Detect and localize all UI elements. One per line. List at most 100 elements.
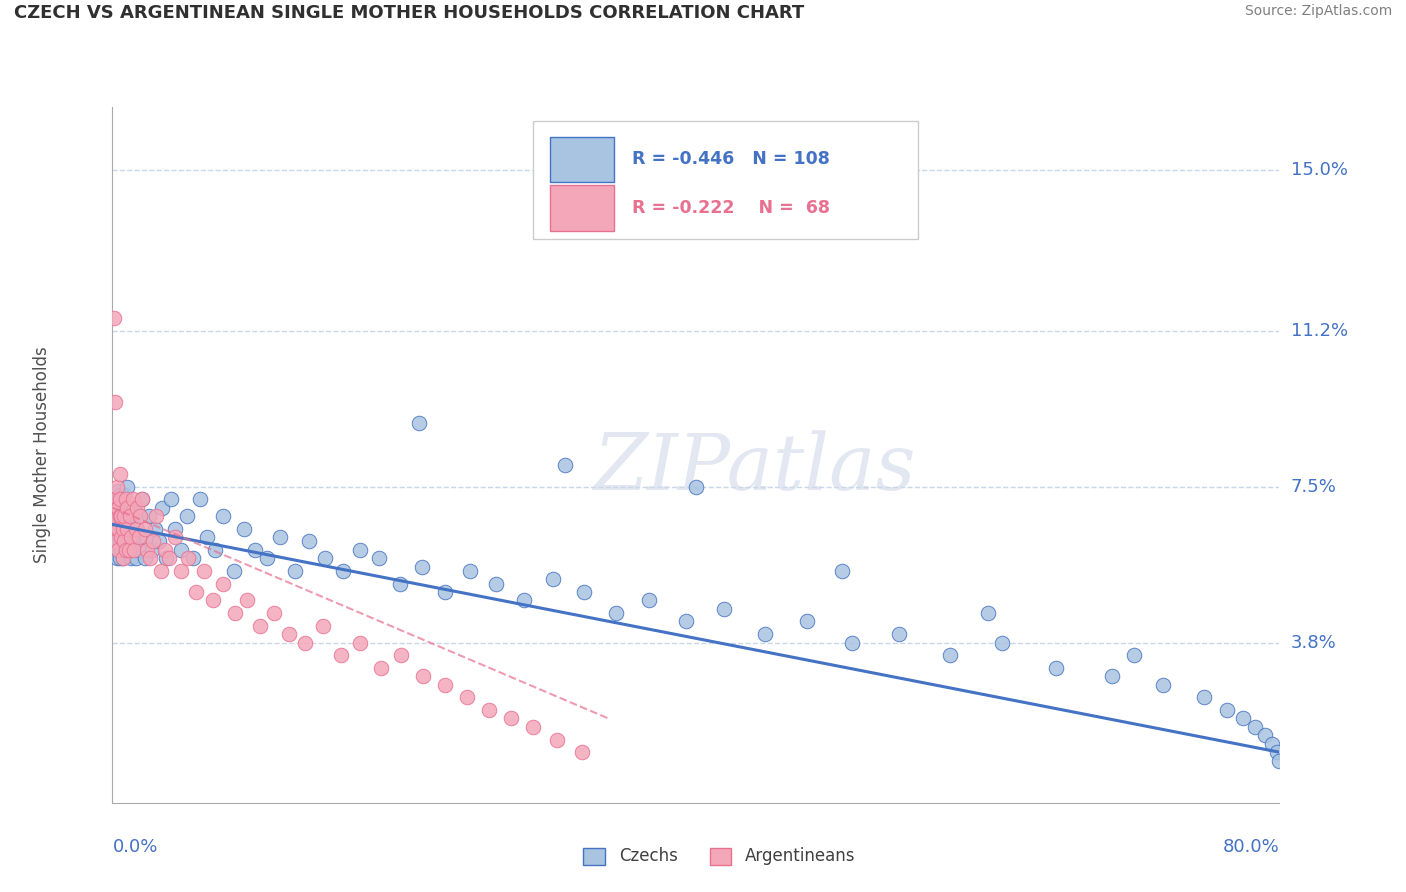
Text: 15.0%: 15.0% [1291,161,1347,179]
Point [131,492,153,507]
Point [605,606,627,620]
Point [155,551,177,566]
Point [408,417,430,431]
Point [122,542,145,557]
Point [195,530,218,544]
Point [499,711,522,725]
Text: 7.5%: 7.5% [1291,477,1337,496]
Point [269,530,291,544]
Point [105,500,128,515]
Text: Source: ZipAtlas.com: Source: ZipAtlas.com [1244,4,1392,19]
Point [148,534,170,549]
Bar [550,136,614,182]
Point [129,509,152,524]
Point [115,522,138,536]
Point [456,690,478,705]
Point [165,522,187,536]
Text: CZECH VS ARGENTINEAN SINGLE MOTHER HOUSEHOLDS CORRELATION CHART: CZECH VS ARGENTINEAN SINGLE MOTHER HOUSE… [14,4,804,22]
Point [165,530,187,544]
Point [212,576,235,591]
Point [107,483,129,498]
Point [112,509,135,524]
Point [572,585,595,599]
Point [143,522,166,536]
Point [122,492,145,507]
Point [332,564,354,578]
Point [103,522,125,536]
Point [841,635,863,649]
Point [115,479,138,493]
Point [976,606,998,620]
Point [111,530,134,544]
Point [294,635,316,649]
Text: 3.8%: 3.8% [1291,633,1336,651]
Point [212,509,235,524]
Point [150,500,173,515]
Point [368,551,391,566]
Point [104,492,127,507]
Point [170,564,193,578]
Point [222,564,245,578]
Point [991,635,1014,649]
Point [112,534,135,549]
Point [105,522,128,536]
Text: R = -0.446   N = 108: R = -0.446 N = 108 [631,150,830,169]
Point [256,551,278,566]
Point [124,542,146,557]
Point [134,522,156,536]
Point [108,513,131,527]
Point [278,627,301,641]
Point [188,492,211,507]
Point [713,602,735,616]
Point [103,509,125,524]
Point [939,648,962,663]
Point [157,551,180,566]
Point [1216,703,1239,717]
Point [135,530,157,544]
Point [170,542,193,557]
Point [349,542,371,557]
Point [675,615,697,629]
Point [112,534,135,549]
Point [145,509,167,524]
Point [105,479,128,493]
Point [107,505,129,519]
Point [177,551,200,566]
Point [129,509,152,524]
Point [120,551,142,566]
Point [128,530,150,544]
Point [224,606,246,620]
Point [485,576,508,591]
Point [1045,661,1067,675]
Point [389,648,412,663]
Point [105,492,128,507]
Bar [550,186,614,230]
Point [105,513,128,527]
Point [112,513,135,527]
Point [114,492,136,507]
Point [120,522,142,536]
Point [108,467,131,481]
Point [202,593,225,607]
Point [118,500,141,515]
Point [249,618,271,632]
Point [107,542,129,557]
Point [110,509,132,524]
Point [112,488,135,502]
Point [314,551,336,566]
Point [103,500,125,515]
Point [754,627,776,641]
Point [114,522,136,536]
Point [127,500,149,515]
Point [107,525,129,540]
Point [108,492,131,507]
Point [115,500,138,515]
Point [110,542,132,557]
Point [118,534,141,549]
Point [1152,678,1174,692]
Point [638,593,661,607]
Point [107,522,129,536]
Point [235,593,257,607]
Point [108,551,131,566]
Point [1265,745,1288,759]
